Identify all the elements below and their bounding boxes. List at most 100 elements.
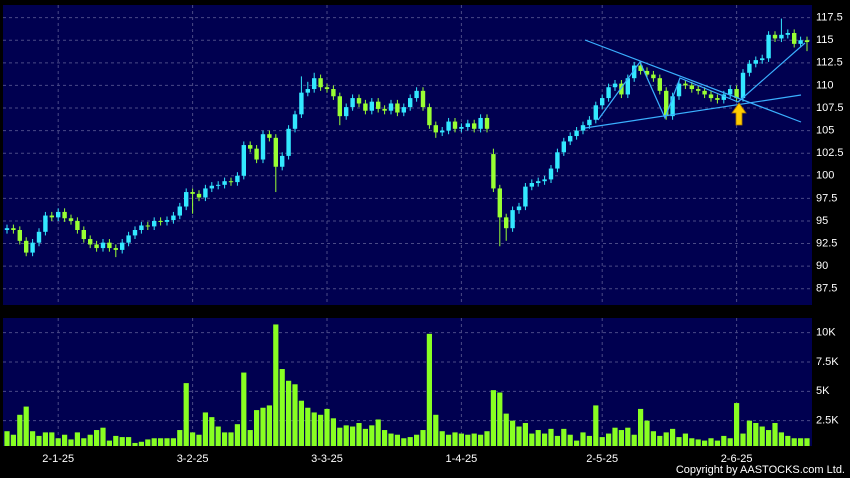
volume-bar [337,427,343,446]
candle-body [766,34,771,59]
candle-body [120,242,125,250]
volume-bar [273,324,279,446]
volume-bar [106,440,112,446]
candle-body [312,78,317,90]
trendline [737,42,806,103]
candle-body [350,98,355,108]
candle-body [171,215,176,221]
volume-bar [670,428,676,446]
marks: 87.5 90 92.5 95 97.5 100 102.5 105 107.5 110 112.5… [4,12,844,465]
volume-bar [343,425,349,446]
volume-bar [478,434,484,446]
grid [3,5,812,446]
volume-bar [746,420,752,446]
y-tick-label: 5K [816,385,830,397]
candle-body [94,244,99,249]
candle-body [414,90,419,99]
volume-bar [778,432,784,446]
y-tick-label: 10K [816,327,836,339]
volume-bar [606,433,612,446]
volume-bar [254,410,260,446]
candle-body [75,220,80,230]
volume-bar [465,434,471,446]
volume-bar [350,426,356,446]
candle-body [88,239,93,245]
candle-body [465,123,470,127]
candle-body [24,240,29,253]
candle-body [433,125,438,133]
volume-bar [727,438,733,446]
candle-body [177,206,182,216]
candle-body [798,40,803,44]
candle-body [523,186,528,207]
candle-body [580,125,586,131]
volume-bar [663,432,669,446]
candle-body [702,90,707,95]
volume-bar [234,424,240,446]
volume-bar [30,431,36,446]
volume-bar [222,432,228,446]
volume-bar [241,372,247,446]
candle-body [248,145,253,149]
volume-bar [10,434,16,446]
x-tick-label: 1-4-25 [446,453,478,465]
candle-body [68,218,74,221]
volume-bar [433,414,439,446]
candle-body [11,228,16,230]
volume-bar [138,441,144,446]
price-panel [3,5,812,305]
volume-bar [420,430,426,446]
candle-body [209,185,214,189]
volume-bar [753,423,759,446]
candle-body [56,211,61,218]
volume-bar [330,418,336,446]
volume-bar [279,369,285,446]
volume-bar [42,432,48,446]
x-tick-label: 3-2-25 [177,453,209,465]
volume-bar [452,432,458,446]
candle-body [760,58,765,61]
candle-body [452,121,458,129]
volume-bar [586,435,592,446]
volume-bar [490,390,496,446]
candle-body [369,101,374,111]
y-tick-label: 97.5 [816,192,837,204]
candle-body [638,65,643,71]
candle-body [292,114,298,129]
y-tick-label: 117.5 [816,12,843,24]
candle-body [113,248,118,250]
volume-bar [17,414,23,446]
volume-bar [401,438,407,446]
candle-body [62,211,67,219]
y-tick-label: 87.5 [816,283,837,295]
volume-bar [388,433,394,446]
candle-body [644,70,650,75]
candle-body [625,78,630,95]
volume-bar [721,435,727,446]
candle-body [43,215,48,232]
candle-body [344,107,349,117]
y-tick-label: 95 [816,215,828,227]
volume-bar [554,435,560,446]
candle-body [17,230,22,241]
y-tick-label: 115 [816,34,834,46]
candle-body [107,242,112,249]
volume-bar [689,438,695,446]
volume-bar [407,437,413,446]
trendline [584,39,802,123]
candle-body [254,148,259,160]
y-tick-label: 92.5 [816,237,837,249]
candle-body [440,130,445,133]
candle-body [196,193,202,198]
volume-bar [151,438,157,446]
volume-bar [522,423,528,446]
y-tick-label: 102.5 [816,147,844,159]
volume-bar [292,384,298,446]
candle-body [267,134,272,138]
candle-body [382,108,387,111]
y-tick-label: 90 [816,260,828,272]
volume-bar [298,400,304,446]
candle-body [139,225,144,230]
trendlines [584,39,806,129]
